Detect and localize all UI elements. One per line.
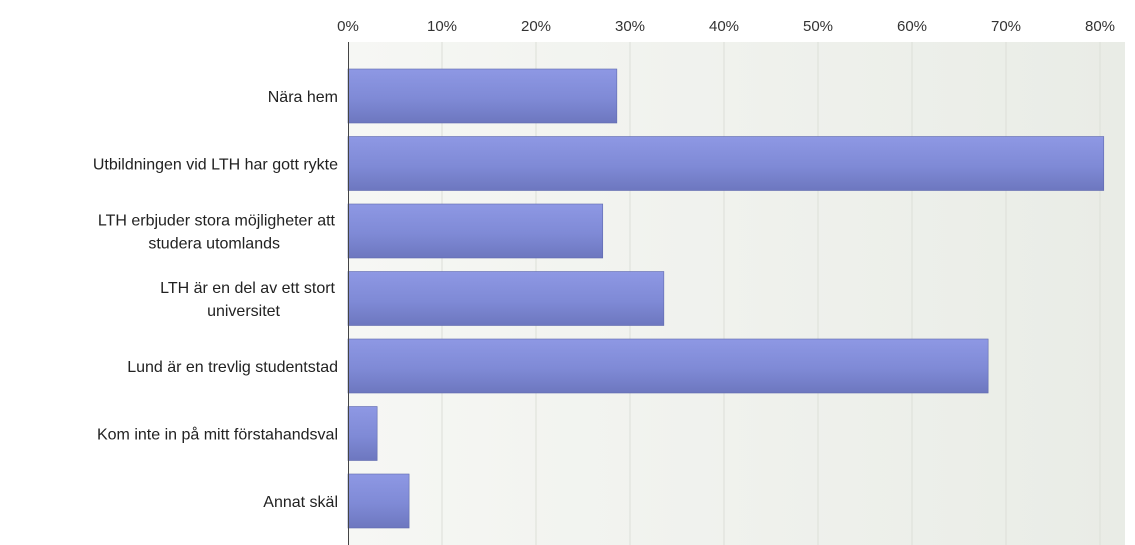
bar bbox=[347, 203, 604, 259]
bar bbox=[347, 271, 665, 326]
category-label: Nära hem bbox=[268, 89, 338, 106]
x-tick-label: 0% bbox=[337, 18, 359, 35]
category-label: LTH är en del av ett stort universitet bbox=[160, 280, 335, 320]
x-tick-label: 60% bbox=[897, 18, 927, 35]
category-label-line: LTH erbjuder stora möjligheter att bbox=[98, 213, 336, 230]
x-tick-label: 80% bbox=[1085, 18, 1115, 35]
x-axis-ticks: 0% 10% 20% 30% 40% 50% 60% 70% 80% bbox=[337, 18, 1115, 35]
category-label: Annat skäl bbox=[263, 494, 338, 511]
category-label-line: Annat skäl bbox=[263, 494, 338, 511]
category-label-line: Kom inte in på mitt förstahandsval bbox=[97, 426, 338, 444]
x-tick-label: 20% bbox=[521, 18, 551, 35]
x-tick-label: 10% bbox=[427, 18, 457, 35]
category-label: Kom inte in på mitt förstahandsval bbox=[97, 426, 338, 444]
category-label: LTH erbjuder stora möjligheter att studer… bbox=[98, 213, 336, 253]
bar bbox=[347, 406, 378, 461]
bar bbox=[347, 68, 618, 124]
x-tick-label: 40% bbox=[709, 18, 739, 35]
category-label-line: Lund är en trevlig studentstad bbox=[127, 359, 338, 376]
category-labels: Nära hem Utbildningen vid LTH har gott ry… bbox=[93, 89, 338, 511]
bar bbox=[347, 136, 1105, 191]
category-label: Lund är en trevlig studentstad bbox=[127, 359, 338, 376]
category-label: Utbildningen vid LTH har gott rykte bbox=[93, 157, 338, 174]
category-label-line: Utbildningen vid LTH har gott rykte bbox=[93, 157, 338, 174]
x-tick-label: 30% bbox=[615, 18, 645, 35]
bar bbox=[347, 473, 410, 529]
bars bbox=[347, 68, 1105, 529]
category-label-line: universitet bbox=[207, 303, 280, 320]
category-label-line: LTH är en del av ett stort bbox=[160, 280, 335, 297]
category-label-line: studera utomlands bbox=[148, 236, 280, 253]
category-label-line: Nära hem bbox=[268, 89, 338, 106]
bar bbox=[347, 338, 989, 394]
x-tick-label: 70% bbox=[991, 18, 1021, 35]
x-tick-label: 50% bbox=[803, 18, 833, 35]
